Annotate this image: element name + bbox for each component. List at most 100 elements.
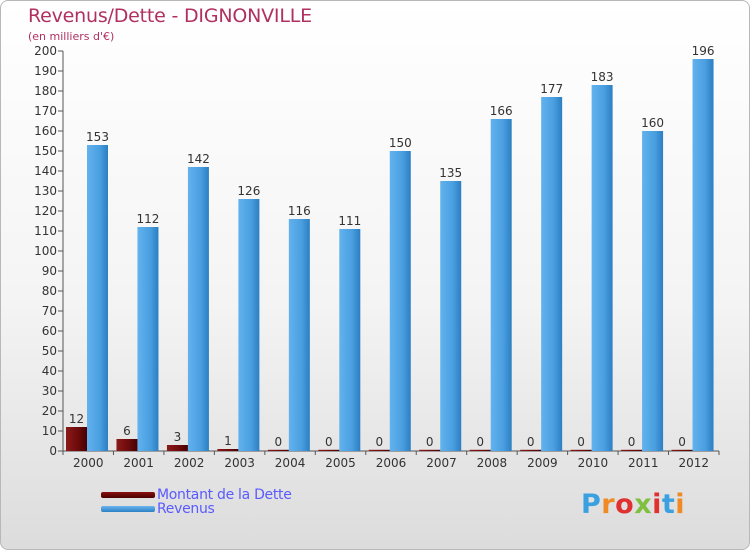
legend-item-revenue: Revenus <box>101 500 292 517</box>
y-tick-label: 40 <box>42 364 57 378</box>
data-label-debt: 0 <box>577 435 585 449</box>
y-tick-label: 150 <box>34 144 57 158</box>
proxiti-logo: Proxiti <box>581 489 685 520</box>
bar-revenue <box>440 181 462 451</box>
y-tick-label: 0 <box>49 444 57 458</box>
data-label-revenue: 150 <box>389 136 412 150</box>
data-label-debt: 0 <box>275 435 283 449</box>
data-label-revenue: 112 <box>137 212 160 226</box>
data-label-revenue: 153 <box>86 130 109 144</box>
data-label-debt: 6 <box>123 424 131 438</box>
legend-swatch-revenue <box>101 505 155 512</box>
logo-letter: i <box>652 489 662 520</box>
bar-revenue <box>187 167 209 451</box>
bar-revenue <box>541 97 563 451</box>
data-label-revenue: 166 <box>490 104 513 118</box>
bar-revenue <box>490 119 512 451</box>
bar-revenue <box>642 131 664 451</box>
x-tick-label: 2010 <box>578 456 609 470</box>
data-label-debt: 1 <box>224 434 232 448</box>
logo-letter: r <box>601 489 616 520</box>
bar-revenue <box>389 151 411 451</box>
logo-letter: P <box>581 489 602 520</box>
data-label-revenue: 116 <box>288 204 311 218</box>
y-tick-label: 50 <box>42 344 57 358</box>
y-tick-label: 170 <box>34 104 57 118</box>
x-tick-label: 2004 <box>275 456 306 470</box>
logo-letter: t <box>661 489 676 520</box>
bar-revenue <box>591 85 613 451</box>
legend-label-revenue: Revenus <box>157 500 215 517</box>
y-tick-label: 120 <box>34 204 57 218</box>
bar-debt <box>217 449 239 451</box>
legend-item-debt: Montant de la Dette <box>101 486 292 503</box>
data-label-debt: 0 <box>527 435 535 449</box>
y-tick-label: 110 <box>34 224 57 238</box>
data-label-debt: 0 <box>628 435 636 449</box>
data-label-debt: 0 <box>678 435 686 449</box>
x-tick-label: 2012 <box>678 456 709 470</box>
x-tick-label: 2005 <box>325 456 356 470</box>
bar-debt <box>469 449 491 451</box>
logo-letter: i <box>675 489 686 520</box>
legend-label-debt: Montant de la Dette <box>157 486 292 503</box>
data-label-revenue: 142 <box>187 152 210 166</box>
y-tick-label: 60 <box>42 324 57 338</box>
data-label-debt: 12 <box>69 412 84 426</box>
y-tick-label: 160 <box>34 124 57 138</box>
bar-debt <box>166 445 188 451</box>
y-tick-label: 20 <box>42 404 57 418</box>
bar-debt <box>621 449 643 451</box>
bar-debt <box>267 449 289 451</box>
bar-revenue <box>238 199 260 451</box>
data-label-debt: 0 <box>325 435 333 449</box>
x-tick-label: 2000 <box>73 456 104 470</box>
bar-revenue <box>137 227 159 451</box>
bar-debt <box>419 449 441 451</box>
bar-debt <box>318 449 340 451</box>
data-label-revenue: 183 <box>591 70 614 84</box>
bar-debt <box>671 449 693 451</box>
bar-debt <box>66 427 87 451</box>
x-tick-label: 2002 <box>174 456 205 470</box>
logo-letter: o <box>615 489 635 520</box>
bar-debt <box>116 439 138 451</box>
y-tick-label: 30 <box>42 384 57 398</box>
y-tick-label: 10 <box>42 424 57 438</box>
data-label-revenue: 196 <box>692 44 715 58</box>
logo-letter: x <box>634 489 653 520</box>
chart-labels: 2000 12 153 2001 6 112 2002 3 142 2003 1 126 2004 0 11… <box>69 44 715 470</box>
chart-title: Revenus/Dette - DIGNONVILLE <box>28 5 312 27</box>
data-label-revenue: 135 <box>439 166 462 180</box>
chart-legend: Montant de la Dette Revenus <box>101 486 292 517</box>
data-label-debt: 0 <box>476 435 484 449</box>
x-tick-label: 2011 <box>628 456 659 470</box>
y-tick-label: 70 <box>42 304 57 318</box>
x-tick-label: 2006 <box>376 456 407 470</box>
y-tick-label: 190 <box>34 64 57 78</box>
data-label-revenue: 160 <box>641 116 664 130</box>
x-tick-label: 2007 <box>426 456 457 470</box>
data-label-revenue: 126 <box>237 184 260 198</box>
y-tick-label: 130 <box>34 184 57 198</box>
y-tick-label: 200 <box>34 44 57 58</box>
y-tick-label: 80 <box>42 284 57 298</box>
x-tick-label: 2009 <box>527 456 558 470</box>
y-tick-label: 100 <box>34 244 57 258</box>
legend-swatch-debt <box>101 491 155 498</box>
data-label-revenue: 177 <box>540 82 563 96</box>
y-tick-label: 140 <box>34 164 57 178</box>
x-tick-label: 2001 <box>123 456 154 470</box>
bar-revenue <box>288 219 310 451</box>
data-label-revenue: 111 <box>338 214 361 228</box>
chart-axes: 0102030405060708090100110120130140150160… <box>34 44 720 458</box>
bar-revenue <box>692 59 714 451</box>
y-tick-label: 90 <box>42 264 57 278</box>
bar-debt <box>570 449 592 451</box>
bar-debt <box>368 449 390 451</box>
y-tick-label: 180 <box>34 84 57 98</box>
data-label-debt: 0 <box>375 435 383 449</box>
bar-debt <box>520 449 542 451</box>
